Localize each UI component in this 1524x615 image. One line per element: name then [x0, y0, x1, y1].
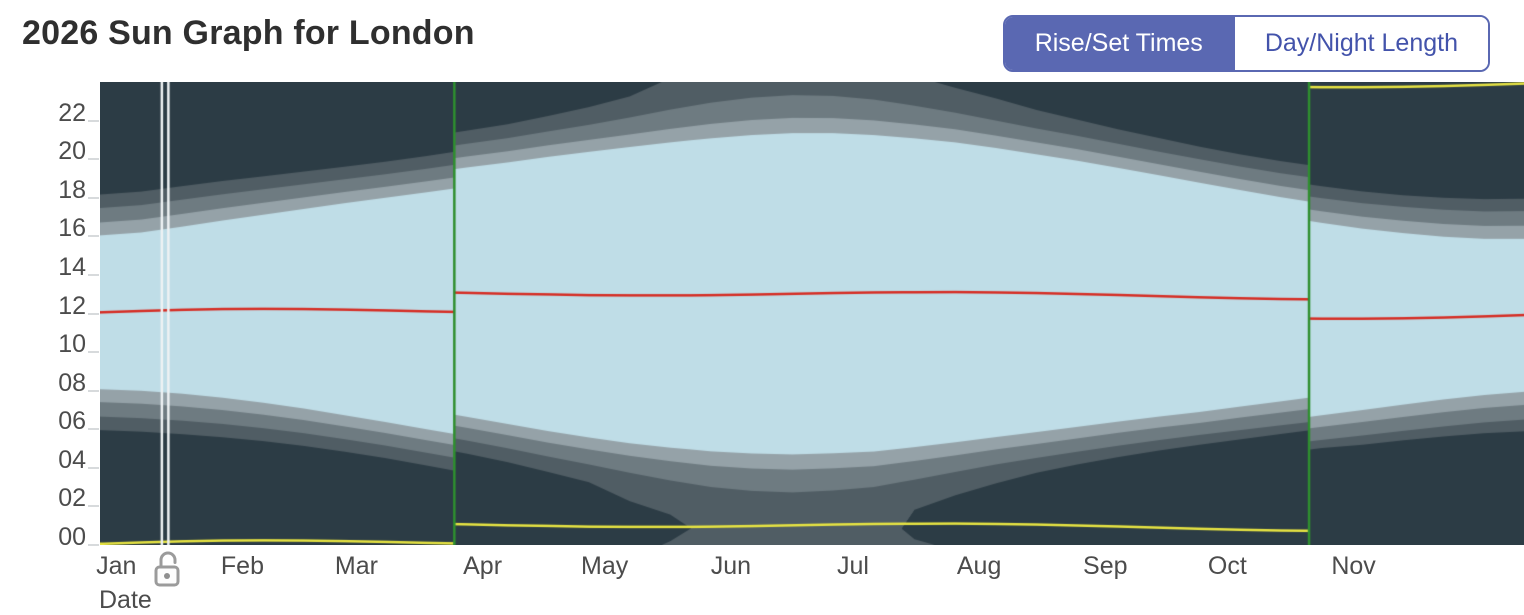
y-axis-tick	[88, 158, 99, 161]
x-axis-label: Oct	[1207, 552, 1247, 580]
x-axis-title: Date	[99, 586, 152, 614]
y-axis-label: 16	[58, 214, 86, 243]
rise-set-times-button[interactable]: Rise/Set Times	[1004, 17, 1233, 70]
y-axis-label: 08	[58, 368, 86, 397]
y-axis-label: 18	[58, 175, 86, 204]
x-axis-label: Jun	[710, 552, 751, 580]
lock-icon[interactable]	[148, 549, 186, 594]
x-axis-label: Jan	[96, 552, 137, 580]
y-axis-label: 00	[58, 523, 86, 551]
y-axis-tick	[88, 544, 99, 546]
y-axis-tick	[88, 196, 99, 199]
x-axis-label: Apr	[463, 552, 503, 580]
y-axis-label: 10	[58, 330, 86, 359]
y-axis-tick	[88, 351, 99, 354]
page-title: 2026 Sun Graph for London	[22, 14, 475, 52]
y-axis-tick	[88, 312, 99, 315]
day-night-length-button[interactable]: Day/Night Length	[1232, 17, 1488, 70]
y-axis-tick	[88, 119, 99, 122]
y-axis-label: 12	[58, 291, 86, 320]
y-axis-label: 06	[58, 407, 86, 436]
y-axis-tick	[88, 505, 99, 508]
sun-graph-canvas[interactable]	[100, 82, 1524, 545]
y-axis-label: 20	[58, 137, 86, 166]
y-axis-label: 22	[58, 98, 86, 127]
view-toggle: Rise/Set Times Day/Night Length	[1002, 15, 1490, 72]
x-axis-label: Nov	[1331, 552, 1376, 580]
y-axis-label: 04	[58, 445, 86, 474]
y-axis-tick	[88, 428, 99, 431]
x-axis-label: Feb	[220, 552, 264, 580]
x-axis-label: Mar	[334, 552, 378, 580]
y-axis-label: 02	[58, 484, 86, 513]
y-axis-label: 14	[58, 252, 86, 281]
x-axis-label: Sep	[1083, 552, 1128, 580]
y-axis-tick	[88, 235, 99, 238]
x-axis-label: May	[581, 552, 629, 580]
y-axis-tick	[88, 466, 99, 469]
x-axis-label: Aug	[956, 552, 1002, 580]
y-axis-tick	[88, 389, 99, 392]
y-axis-tick	[88, 273, 99, 276]
x-axis-label: Jul	[836, 552, 869, 580]
